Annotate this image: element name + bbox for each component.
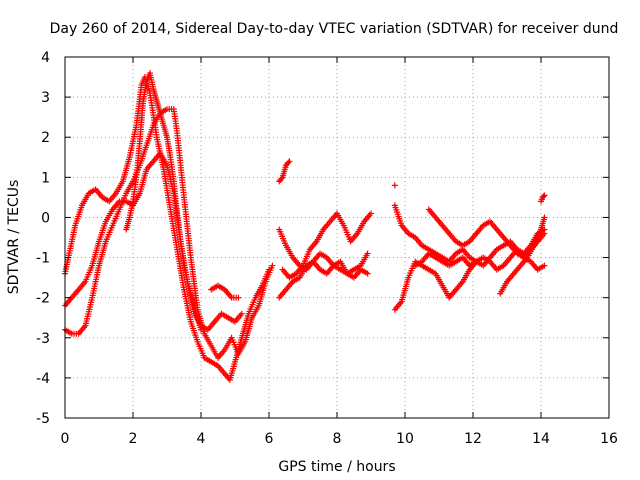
- data-point: [541, 192, 548, 199]
- x-axis-label: GPS time / hours: [278, 459, 395, 475]
- y-tick-label: 3: [41, 90, 50, 106]
- data-point: [198, 326, 204, 333]
- y-axis-label: SDTVAR / TECUs: [6, 180, 22, 295]
- data-point: [269, 262, 276, 269]
- y-tick-label: -4: [36, 371, 50, 387]
- y-tick-label: 2: [41, 130, 50, 146]
- series-track-p: [391, 182, 398, 189]
- y-tick-label: -2: [36, 291, 50, 307]
- data-point: [541, 230, 548, 237]
- x-tick-label: 4: [197, 431, 206, 447]
- x-tick-label: 14: [532, 431, 550, 447]
- chart-title: Day 260 of 2014, Sidereal Day-to-day VTE…: [50, 21, 619, 37]
- x-tick-label: 8: [333, 431, 342, 447]
- series-track-o: [538, 192, 548, 205]
- y-tick-label: 4: [41, 50, 50, 66]
- x-tick-label: 10: [396, 431, 414, 447]
- x-tick-label: 2: [129, 431, 138, 447]
- series-track-e: [208, 282, 242, 301]
- data-point: [541, 214, 548, 221]
- data-points: [62, 70, 548, 383]
- data-point: [541, 262, 548, 269]
- x-tick-label: 6: [265, 431, 274, 447]
- y-tick-label: 1: [41, 170, 50, 186]
- series-track-b: [62, 106, 276, 361]
- data-point: [391, 182, 398, 189]
- data-point: [540, 193, 547, 200]
- data-point: [238, 310, 245, 317]
- data-point: [364, 250, 371, 257]
- data-point: [368, 210, 374, 217]
- y-tick-label: -1: [36, 251, 50, 267]
- x-tick-label: 0: [61, 431, 70, 447]
- data-point: [278, 175, 285, 182]
- series-track-h: [279, 210, 374, 281]
- series-track-i: [276, 258, 371, 301]
- x-tick-label: 12: [464, 431, 482, 447]
- y-tick-label: -3: [36, 331, 50, 347]
- series-track-n: [497, 214, 548, 297]
- series-track-d: [123, 70, 204, 333]
- x-tick-label: 16: [600, 431, 618, 447]
- data-point: [285, 159, 292, 166]
- series-track-f: [276, 158, 293, 185]
- y-tick-label: -5: [36, 411, 50, 427]
- y-tick-label: 0: [41, 210, 50, 226]
- data-point: [364, 270, 371, 277]
- data-point: [286, 158, 293, 165]
- data-point: [235, 294, 242, 301]
